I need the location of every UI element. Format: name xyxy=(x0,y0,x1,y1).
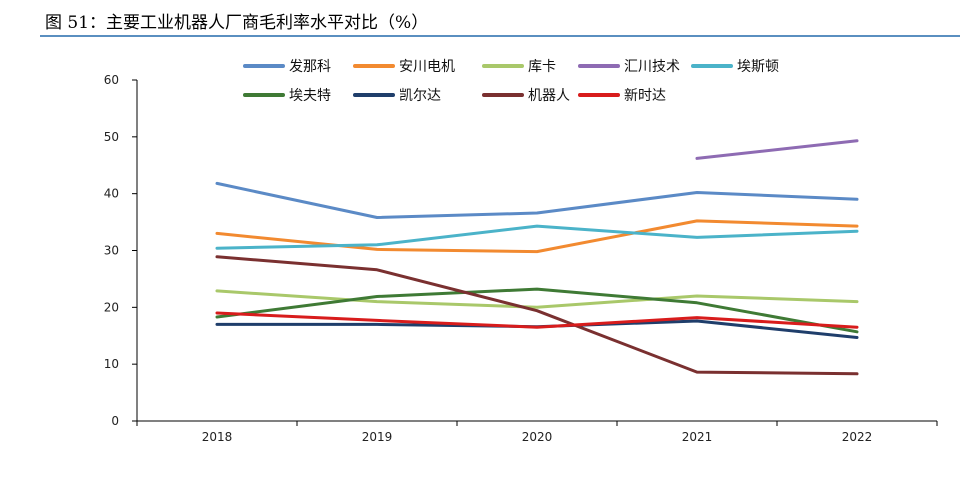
y-tick-label: 30 xyxy=(104,244,119,258)
legend-label: 机器人 xyxy=(528,88,570,104)
legend-label: 凯尔达 xyxy=(399,88,441,104)
y-tick-label: 40 xyxy=(104,187,119,201)
legend-label: 新时达 xyxy=(624,88,666,104)
legend-label: 埃夫特 xyxy=(289,88,331,104)
series-line-库卡 xyxy=(215,289,859,309)
y-tick-label: 10 xyxy=(104,357,119,371)
legend-label: 安川电机 xyxy=(399,59,455,75)
y-tick-label: 50 xyxy=(104,130,119,144)
series-line-新时达 xyxy=(215,311,859,329)
x-tick-label: 2019 xyxy=(362,430,393,444)
chart-axes: 0 10 20 30 40 50 60 2018 2019 2020 2021 2022 xyxy=(104,73,938,444)
x-tick-label: 2022 xyxy=(842,430,873,444)
legend-label: 埃斯顿 xyxy=(737,59,779,75)
series-line-凯尔达 xyxy=(215,319,859,339)
legend-label: 发那科 xyxy=(289,59,331,75)
series-line-发那科 xyxy=(215,181,859,219)
series-line-埃斯顿 xyxy=(215,224,859,250)
series-line-埃夫特 xyxy=(215,287,859,334)
y-tick-label: 0 xyxy=(111,414,119,428)
title-divider xyxy=(40,35,960,37)
series-line-安川电机 xyxy=(215,219,859,254)
x-tick-label: 2020 xyxy=(522,430,553,444)
y-tick-label: 60 xyxy=(104,73,119,87)
chart-series xyxy=(215,139,859,376)
figure-title: 图 51：主要工业机器人厂商毛利率水平对比（%） xyxy=(45,13,429,33)
y-tick-label: 20 xyxy=(104,300,119,314)
legend-label: 库卡 xyxy=(528,59,556,75)
series-line-机器人 xyxy=(215,255,859,376)
x-tick-label: 2021 xyxy=(682,430,713,444)
series-line-汇川技术 xyxy=(695,139,859,160)
x-tick-label: 2018 xyxy=(202,430,233,444)
legend-label: 汇川技术 xyxy=(624,59,680,75)
